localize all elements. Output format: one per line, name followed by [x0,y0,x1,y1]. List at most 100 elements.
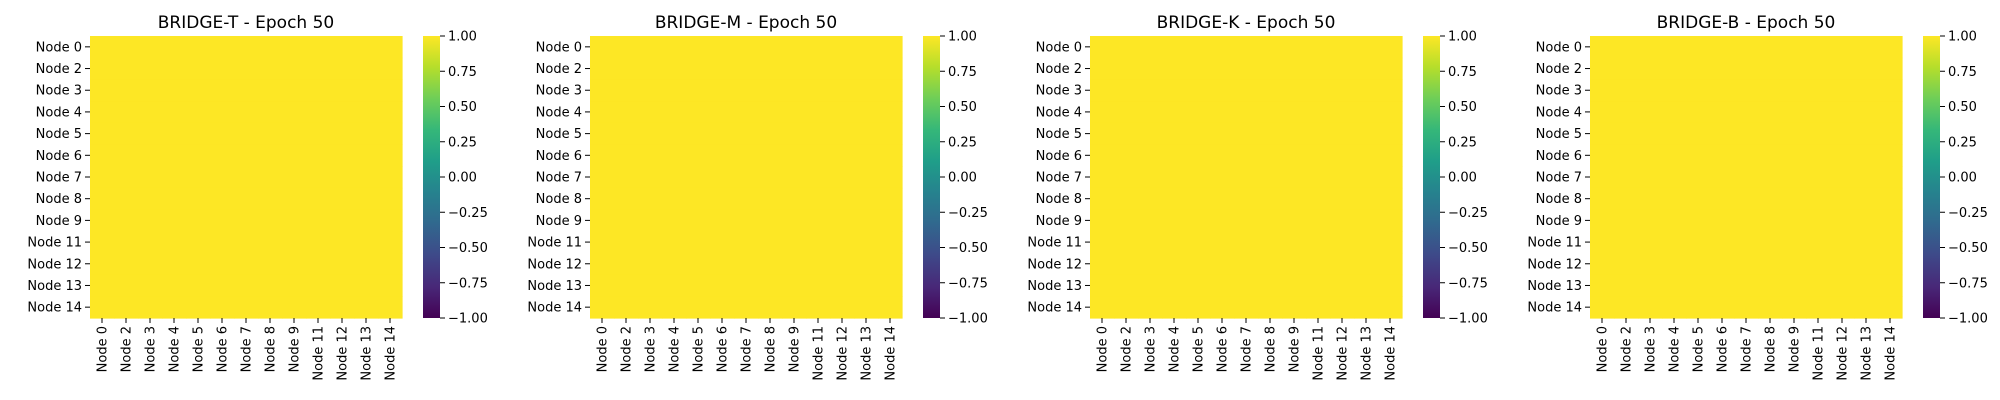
heatmap-cell [1306,231,1331,254]
heatmap-cell [806,57,831,80]
colorbar-tick-label: −0.50 [448,241,488,256]
heatmap-cell [1138,122,1163,146]
heatmap-cell [1662,144,1687,167]
heatmap-cell [1162,166,1187,189]
heatmap-cell [590,122,615,146]
heatmap-cell [614,36,639,59]
heatmap-cell [662,187,687,211]
heatmap-cell [1210,187,1235,211]
heatmap-cell [710,122,735,146]
heatmap-cell [1162,209,1187,232]
colorbar-tick-label: 1.00 [1948,30,1977,45]
heatmap-cell [1830,296,1855,319]
heatmap-cell [1234,252,1259,276]
colorbar-tick-label: 0.25 [948,135,977,150]
heatmap-cell [1210,231,1235,254]
heatmap-cell [210,166,235,189]
heatmap-cell [1090,144,1115,167]
heatmap-cell [1114,79,1139,102]
heatmap-cell [638,57,663,80]
heatmap-cell [590,231,615,254]
heatmap-cell [1330,252,1355,276]
heatmap-cell [878,166,903,189]
heatmap-cell [1234,57,1259,80]
x-tick-label: Node 13 [360,326,375,381]
colorbar-tick-label: 1.00 [1448,30,1477,45]
colorbar-tick-label: 0.50 [448,100,477,115]
heatmap-cell [186,36,211,59]
colorbar-tick-label: −1.00 [1448,312,1488,327]
heatmap-panel: BRIDGE-M - Epoch 50 Node 0 Node 2 Node 3 Nod… [527,13,987,381]
heatmap-cell [210,57,235,80]
heatmap-cell [1162,187,1187,211]
heatmap-cell [854,166,879,189]
heatmap-cell [1734,79,1759,102]
heatmap-cell [1258,122,1283,146]
heatmap-cell [282,101,307,124]
heatmap-cell [1710,166,1735,189]
heatmap-cell [1234,209,1259,232]
heatmap-cell [1854,144,1879,167]
heatmap-cell [162,166,187,189]
heatmap-cell [234,252,259,276]
heatmap-cell [1186,122,1211,146]
heatmap-cell [1590,122,1615,146]
y-tick-label: Node 6 [536,149,582,164]
heatmap-panel: BRIDGE-K - Epoch 50 Node 0 Node 2 Node 3 Nod… [1027,13,1487,381]
colorbar-tick-label: 0.75 [448,65,477,80]
heatmap-cell [1614,101,1639,124]
heatmap-cell [1114,57,1139,80]
heatmap-cell [1806,57,1831,80]
heatmap-cell [1878,209,1903,232]
heatmap-cell [830,231,855,254]
colorbar-tick-label: 0.75 [948,65,977,80]
heatmap-cell [1854,231,1879,254]
heatmap-cell [662,166,687,189]
heatmap-cell [1090,296,1115,319]
heatmap-cell [1614,36,1639,59]
heatmap-cell [1686,101,1711,124]
heatmap-cell [1210,101,1235,124]
heatmap-cell [710,57,735,80]
heatmap-cell [1830,122,1855,146]
heatmap-cell [1806,252,1831,276]
heatmap-cell [1354,101,1379,124]
heatmap-cell [686,101,711,124]
heatmap-cell [1710,36,1735,59]
heatmap-cell [162,231,187,254]
heatmap-cell [1734,57,1759,80]
heatmap-cell [210,36,235,59]
heatmap-cell [734,296,759,319]
heatmap-cell [878,296,903,319]
heatmap-cell [1282,122,1307,146]
heatmap-cell [1378,296,1403,319]
heatmap-cell [1806,36,1831,59]
heatmap-cell [758,274,783,297]
heatmap-cell [90,122,115,146]
heatmap-cell [330,231,355,254]
heatmap-cell [1306,101,1331,124]
heatmap-cell [854,36,879,59]
heatmap-cell [1354,36,1379,59]
heatmap-cell [258,36,283,59]
y-tick-label: Node 5 [1536,127,1582,142]
heatmap-cell [1734,209,1759,232]
heatmap-cell [806,296,831,319]
heatmap-cell [854,57,879,80]
heatmap-cell [1138,252,1163,276]
heatmap-cell [1878,166,1903,189]
heatmap-cell [1806,101,1831,124]
x-tick-label: Node 0 [1096,326,1111,372]
heatmap-cell [114,187,139,211]
y-tick-label: Node 12 [27,257,82,272]
heatmap-cell [1662,122,1687,146]
heatmap-cell [354,101,379,124]
heatmap-cell [830,144,855,167]
heatmap-cell [1378,231,1403,254]
heatmap-cell [138,187,163,211]
y-tick-label: Node 5 [536,127,582,142]
heatmap-cell [114,209,139,232]
heatmap-cell [114,274,139,297]
heatmap-cell [638,187,663,211]
colorbar-tick-label: −0.25 [948,206,988,221]
